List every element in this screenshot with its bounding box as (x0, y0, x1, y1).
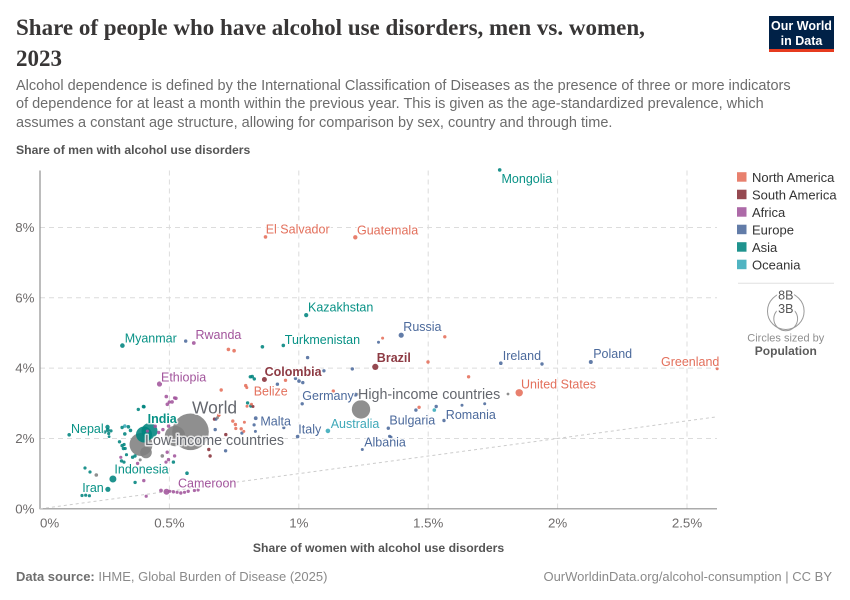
svg-text:Indonesia: Indonesia (114, 462, 168, 476)
svg-text:India: India (148, 412, 178, 426)
svg-text:3B: 3B (778, 302, 793, 316)
svg-text:4%: 4% (15, 361, 34, 376)
svg-text:Rwanda: Rwanda (196, 328, 242, 342)
svg-text:South America: South America (752, 187, 837, 202)
svg-text:6%: 6% (15, 290, 34, 305)
svg-text:Iran: Iran (82, 481, 104, 495)
svg-text:Germany: Germany (302, 389, 354, 403)
svg-text:Kazakhstan: Kazakhstan (308, 300, 373, 314)
svg-text:Colombia: Colombia (265, 365, 323, 379)
svg-text:1%: 1% (289, 515, 308, 530)
svg-text:World: World (192, 398, 237, 418)
svg-text:Myanmar: Myanmar (125, 331, 177, 345)
svg-text:Belize: Belize (254, 385, 288, 399)
svg-text:High-income countries: High-income countries (358, 387, 500, 403)
svg-text:Circles sized by: Circles sized by (747, 333, 825, 345)
svg-text:Romania: Romania (446, 408, 496, 422)
svg-text:Malta: Malta (260, 415, 291, 429)
svg-text:8%: 8% (15, 220, 34, 235)
svg-text:Low-income countries: Low-income countries (145, 433, 284, 449)
svg-text:Albania: Albania (364, 435, 406, 449)
svg-text:Poland: Poland (593, 347, 632, 361)
svg-text:Oceania: Oceania (752, 257, 801, 272)
svg-text:Australia: Australia (331, 417, 380, 431)
svg-text:Cameroon: Cameroon (178, 476, 236, 490)
svg-text:Russia: Russia (403, 320, 441, 334)
svg-text:Mongolia: Mongolia (502, 172, 553, 186)
svg-text:Turkmenistan: Turkmenistan (285, 333, 360, 347)
svg-text:Guatemala: Guatemala (357, 224, 418, 238)
svg-text:0%: 0% (15, 501, 34, 516)
svg-text:Asia: Asia (752, 240, 778, 255)
svg-text:2.5%: 2.5% (672, 515, 702, 530)
svg-text:0%: 0% (40, 515, 59, 530)
svg-text:Ethiopia: Ethiopia (161, 370, 206, 384)
svg-text:Africa: Africa (752, 205, 786, 220)
svg-text:Bulgaria: Bulgaria (389, 414, 435, 428)
svg-text:El Salvador: El Salvador (266, 223, 330, 237)
svg-text:2%: 2% (548, 515, 567, 530)
svg-text:North America: North America (752, 170, 835, 185)
svg-text:Brazil: Brazil (377, 351, 411, 365)
svg-text:Europe: Europe (752, 222, 794, 237)
svg-text:Ireland: Ireland (503, 349, 541, 363)
svg-text:Greenland: Greenland (661, 355, 719, 369)
svg-text:1.5%: 1.5% (413, 515, 443, 530)
svg-text:Italy: Italy (298, 422, 322, 436)
svg-text:0.5%: 0.5% (154, 515, 184, 530)
svg-text:Nepal: Nepal (71, 422, 104, 436)
svg-text:8B: 8B (778, 289, 793, 303)
svg-text:United States: United States (521, 377, 596, 391)
svg-text:Population: Population (755, 344, 817, 358)
svg-text:2%: 2% (15, 431, 34, 446)
